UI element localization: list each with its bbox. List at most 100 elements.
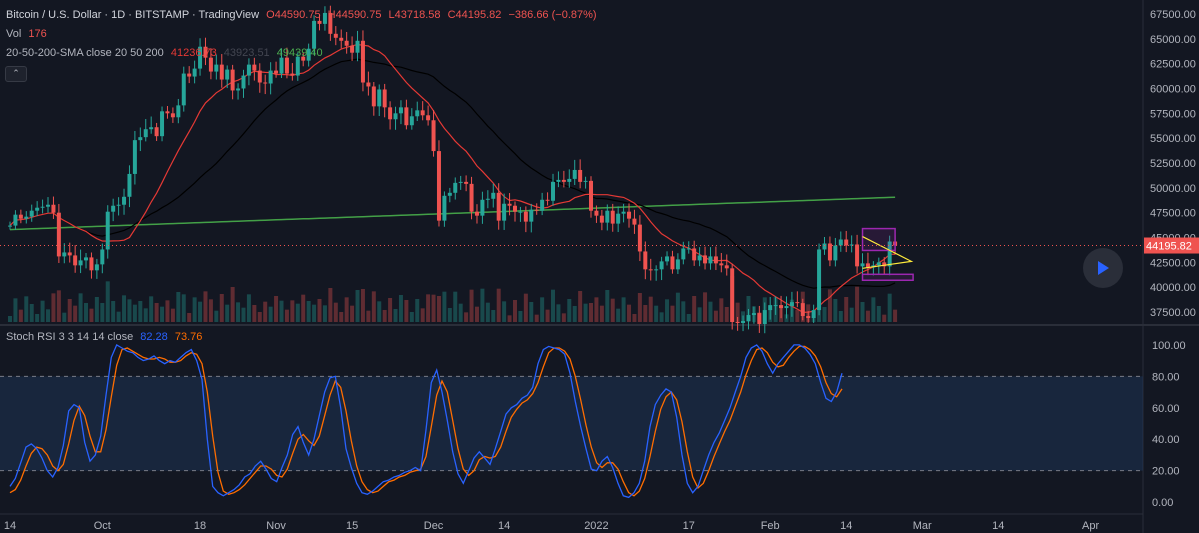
volume-bar bbox=[675, 292, 680, 322]
main-legend: Bitcoin / U.S. Dollar · 1D · BITSTAMP · … bbox=[6, 9, 601, 21]
candle-body bbox=[312, 20, 317, 49]
time-tick-label: 14 bbox=[992, 520, 1004, 532]
volume-bar bbox=[583, 303, 588, 322]
candle-body bbox=[78, 260, 83, 266]
time-tick-label: 14 bbox=[840, 520, 852, 532]
volume-bar bbox=[589, 303, 594, 322]
volume-bar bbox=[551, 289, 555, 322]
volume-bar bbox=[746, 296, 751, 322]
volume-bar bbox=[692, 296, 697, 322]
candle-body bbox=[366, 82, 371, 87]
volume-bar bbox=[257, 312, 262, 322]
volume-bar bbox=[485, 302, 490, 322]
candle-body bbox=[56, 212, 61, 257]
candle-body bbox=[827, 243, 832, 261]
volume-bar bbox=[382, 310, 387, 322]
time-tick-label: Oct bbox=[94, 520, 111, 532]
rsi-k-line bbox=[9, 343, 843, 499]
volume-bar bbox=[599, 305, 604, 322]
candle-body bbox=[757, 313, 762, 324]
rsi-label: Stoch RSI 3 3 14 14 close bbox=[6, 331, 134, 343]
time-tick-label: Mar bbox=[913, 520, 932, 532]
volume-bar bbox=[605, 290, 610, 322]
volume-bar bbox=[312, 304, 317, 322]
volume-bar bbox=[708, 301, 713, 322]
volume-bar bbox=[100, 303, 105, 322]
candle-body bbox=[599, 215, 604, 223]
volume-bar bbox=[436, 296, 441, 322]
volume-bar bbox=[18, 309, 23, 322]
volume-bar bbox=[540, 297, 545, 322]
collapse-legend-button[interactable]: ⌃ bbox=[5, 66, 27, 82]
last-price-tag bbox=[1144, 237, 1199, 254]
volume-bar bbox=[681, 301, 686, 322]
volume-bar bbox=[567, 299, 572, 322]
volume-bar bbox=[893, 309, 898, 322]
candle-body bbox=[8, 225, 12, 227]
volume-bar bbox=[610, 298, 615, 322]
rsi-legend[interactable]: Stoch RSI 3 3 14 14 close 82.28 73.76 bbox=[6, 331, 206, 343]
volume-bar bbox=[78, 293, 83, 322]
candle-body bbox=[73, 255, 78, 266]
volume-bar bbox=[116, 311, 121, 322]
candle-body bbox=[784, 306, 789, 309]
volume-bar bbox=[170, 308, 175, 322]
volume-bar bbox=[426, 294, 431, 322]
volume-bar bbox=[556, 304, 561, 322]
volume-bar bbox=[616, 308, 621, 322]
candle-body bbox=[24, 216, 29, 219]
volume-bar bbox=[512, 300, 517, 322]
volume-bar bbox=[431, 294, 436, 322]
candle-body bbox=[882, 262, 887, 267]
candle-body bbox=[170, 113, 175, 118]
volume-bar bbox=[56, 290, 61, 322]
play-icon bbox=[1098, 261, 1109, 275]
candle-body bbox=[665, 256, 670, 262]
candle-body bbox=[132, 140, 137, 174]
candle-body bbox=[398, 107, 403, 114]
volume-bar bbox=[24, 296, 29, 322]
sma-legend[interactable]: 20-50-200-SMA close 20 50 200 41236.73 4… bbox=[6, 47, 327, 59]
rsi-tick-label: 40.00 bbox=[1152, 434, 1180, 446]
candle-body bbox=[480, 199, 485, 216]
time-tick-label: Apr bbox=[1082, 520, 1099, 532]
price-tick-label: 55000.00 bbox=[1150, 133, 1196, 145]
candle-body bbox=[46, 204, 51, 207]
candle-body bbox=[795, 302, 800, 304]
symbol-title[interactable]: Bitcoin / U.S. Dollar · 1D · BITSTAMP · … bbox=[6, 9, 260, 21]
volume-legend[interactable]: Vol 176 bbox=[6, 28, 51, 40]
candle-body bbox=[355, 40, 360, 53]
candle-body bbox=[187, 73, 192, 77]
volume-bar bbox=[795, 309, 800, 322]
price-tick-label: 47500.00 bbox=[1150, 208, 1196, 220]
volume-bar bbox=[409, 312, 414, 322]
volume-bar bbox=[670, 305, 675, 322]
volume-bar bbox=[469, 289, 474, 322]
volume-bar bbox=[654, 305, 659, 322]
candle-body bbox=[670, 256, 675, 270]
volume-bar bbox=[328, 288, 333, 322]
volume-bar bbox=[241, 307, 246, 322]
candle-body bbox=[426, 115, 431, 121]
replay-play-button[interactable] bbox=[1083, 248, 1123, 288]
candle-body bbox=[236, 88, 241, 91]
volume-bar bbox=[637, 293, 642, 322]
sma200-value: 49439.40 bbox=[276, 47, 323, 59]
volume-bar bbox=[871, 297, 876, 322]
volume-bar bbox=[827, 289, 832, 322]
candle-body bbox=[844, 239, 849, 246]
volume-bar bbox=[458, 303, 463, 322]
volume-bar bbox=[350, 305, 355, 322]
candle-body bbox=[637, 224, 642, 252]
candle-body bbox=[485, 198, 490, 200]
ohlc-close: C44195.82 bbox=[447, 9, 502, 21]
candle-body bbox=[453, 182, 458, 193]
candle-body bbox=[165, 111, 170, 114]
volume-bar bbox=[855, 286, 860, 322]
sma-label: 20-50-200-SMA close 20 50 200 bbox=[6, 47, 164, 59]
candle-body bbox=[306, 48, 311, 61]
rsi-band-fill bbox=[0, 376, 1143, 471]
volume-bar bbox=[876, 306, 881, 322]
volume-bar bbox=[132, 304, 137, 322]
